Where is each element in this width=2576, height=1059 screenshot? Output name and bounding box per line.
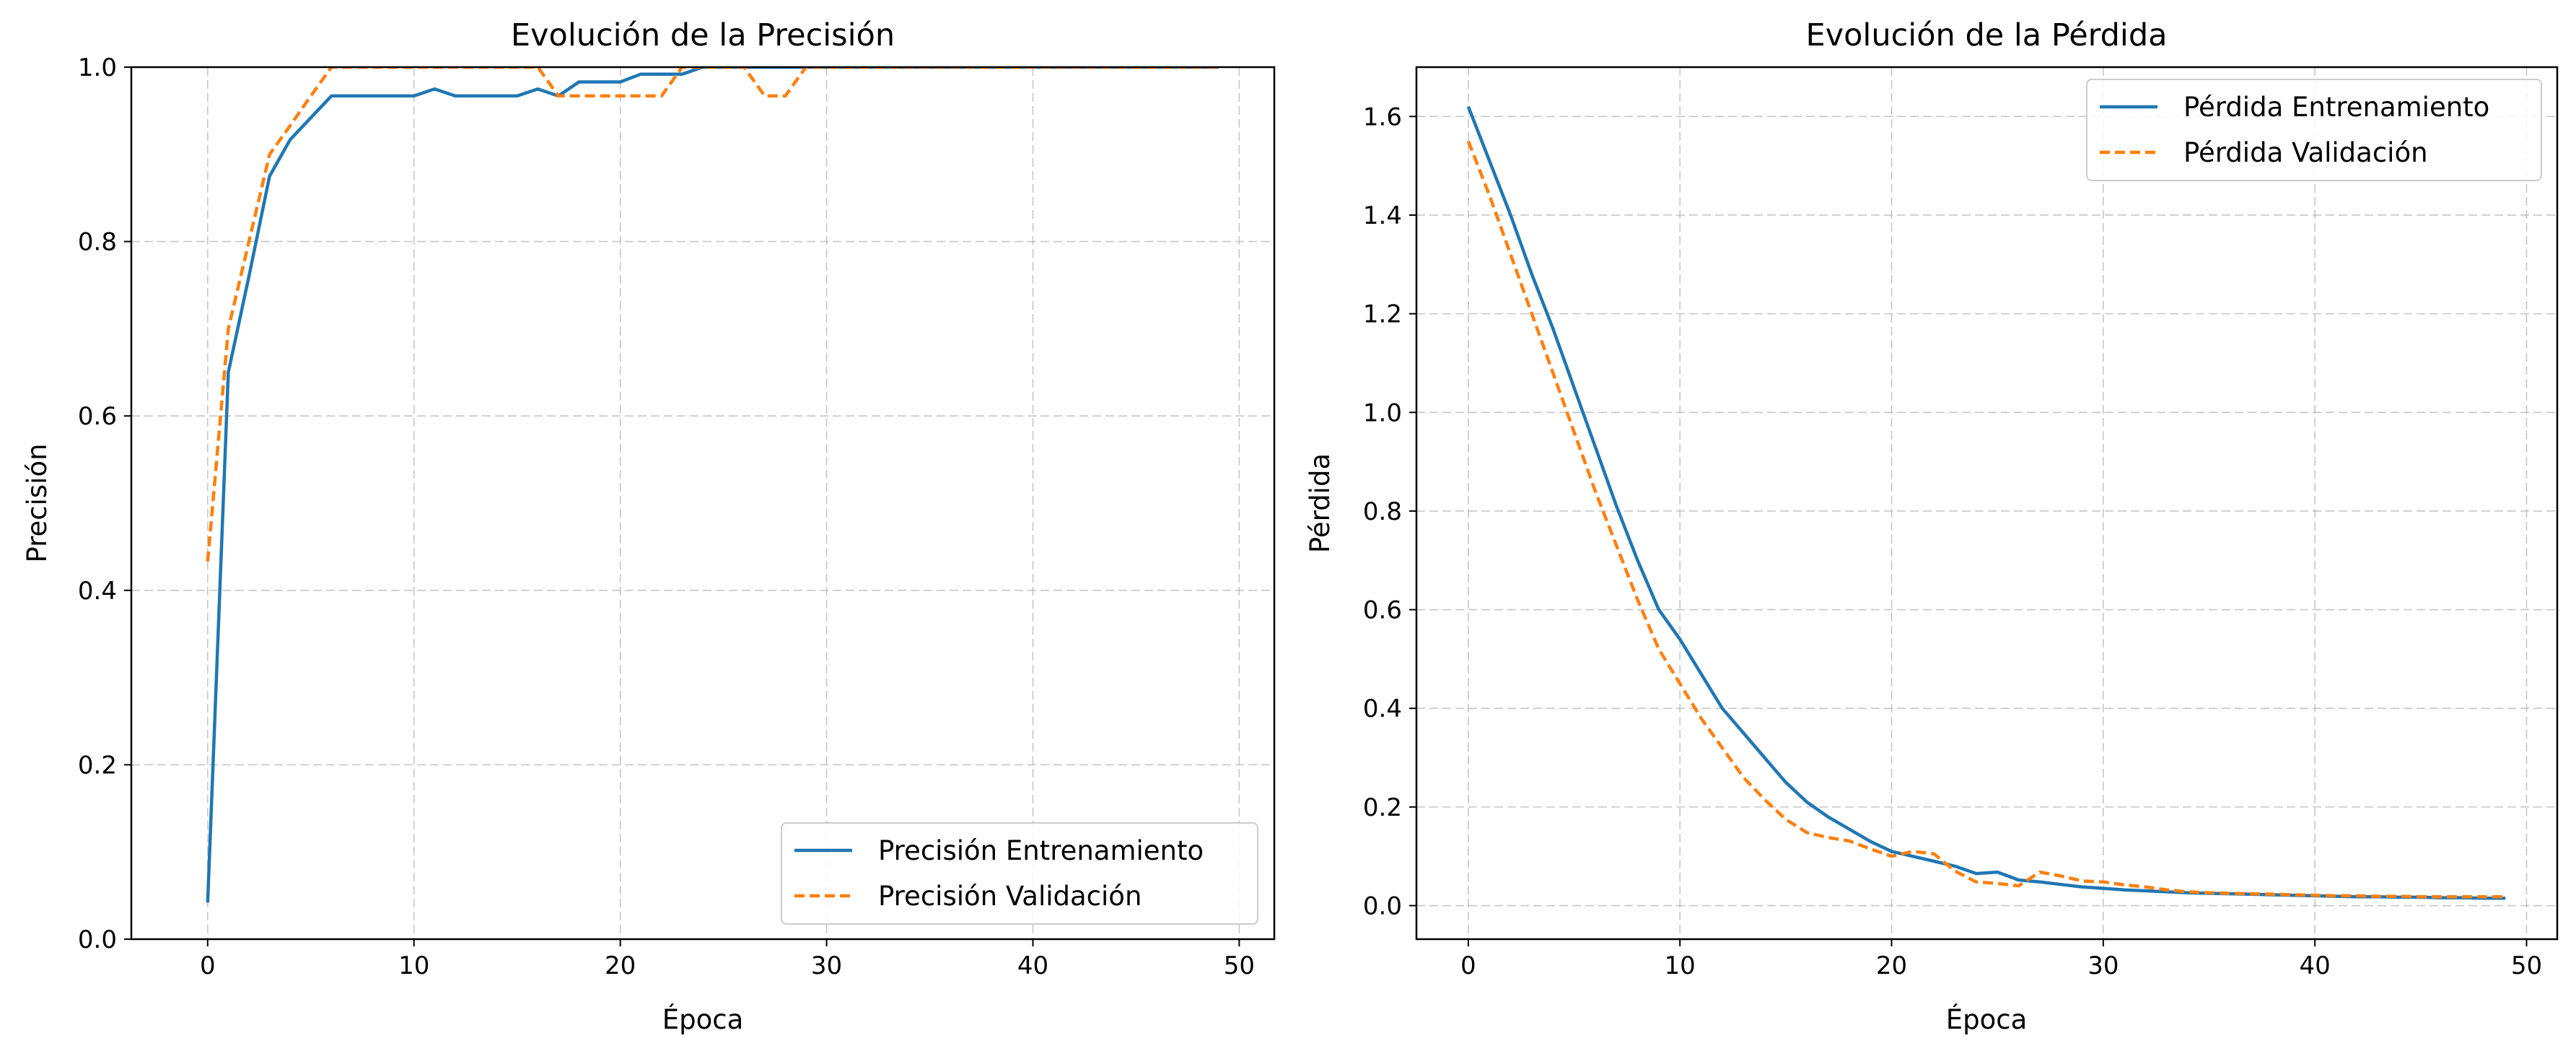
loss-x-tick-label-5: 50 (2511, 951, 2542, 980)
loss-legend-label-1: Pérdida Validación (2183, 137, 2428, 168)
loss-x-tick-label-4: 40 (2300, 951, 2331, 980)
accuracy-x-tick-label-3: 30 (811, 951, 842, 980)
loss-x-tick-label-0: 0 (1460, 951, 1476, 980)
loss-x-axis-label: Época (1946, 1003, 2028, 1035)
loss-y-tick-label-1: 0.2 (1363, 793, 1402, 822)
loss-x-tick-label-2: 20 (1876, 951, 1907, 980)
accuracy-y-tick-label-1: 0.2 (78, 751, 117, 780)
accuracy-series-validation-line (206, 67, 1219, 562)
accuracy-y-tick-label-4: 0.8 (78, 228, 117, 257)
loss-y-tick-label-7: 1.4 (1363, 201, 1402, 230)
loss-y-tick-label-0: 0.0 (1363, 892, 1402, 921)
accuracy-x-tick-label-0: 0 (200, 951, 216, 980)
loss-legend: Pérdida Entrenamiento Pérdida Validación (2086, 79, 2542, 181)
accuracy-x-tick-label-4: 40 (1017, 951, 1048, 980)
loss-y-axis-label: Pérdida (1305, 453, 1336, 553)
loss-y-tick-label-2: 0.4 (1363, 694, 1402, 723)
loss-y-tick-label-3: 0.6 (1363, 596, 1402, 625)
loss-y-tick-label-4: 0.8 (1363, 497, 1402, 526)
loss-legend-label-0: Pérdida Entrenamiento (2183, 92, 2489, 123)
accuracy-y-axis-label: Precisión (22, 443, 53, 562)
accuracy-y-tick-label-5: 1.0 (78, 53, 117, 82)
accuracy-y-tick-label-0: 0.0 (78, 925, 117, 954)
accuracy-y-tick-label-3: 0.6 (78, 402, 117, 431)
accuracy-legend-label-1: Precisión Validación (878, 881, 1142, 912)
accuracy-x-tick-label-2: 20 (605, 951, 636, 980)
loss-x-tick-label-1: 10 (1665, 951, 1696, 980)
accuracy-x-axis-label: Época (662, 1003, 744, 1035)
loss-chart-title: Evolución de la Pérdida (1806, 17, 2168, 53)
loss-x-tick-label-3: 30 (2087, 951, 2119, 980)
accuracy-x-tick-label-5: 50 (1224, 951, 1255, 980)
loss-chart: Evolución de la Pérdida 0 10 20 30 40 50 0.0 0.… (1305, 17, 2559, 1035)
accuracy-legend: Precisión Entrenamiento Precisión Validac… (781, 822, 1258, 925)
accuracy-chart: Evolución de la Precisión 0 10 20 30 40 50 0.0… (22, 17, 1276, 1035)
accuracy-x-tick-label-1: 10 (398, 951, 429, 980)
accuracy-legend-label-0: Precisión Entrenamiento (878, 835, 1204, 866)
accuracy-y-tick-label-2: 0.4 (78, 577, 117, 606)
accuracy-series-train-line (206, 67, 1219, 903)
loss-legend-box (2086, 79, 2542, 181)
accuracy-legend-box (781, 822, 1258, 925)
loss-y-tick-label-8: 1.6 (1363, 103, 1402, 131)
loss-series-validation-line (1466, 140, 2506, 899)
loss-plot-frame (1415, 66, 2559, 941)
loss-y-tick-label-6: 1.2 (1363, 300, 1402, 329)
loss-series-train-line (1466, 105, 2506, 900)
loss-y-tick-label-5: 1.0 (1363, 398, 1402, 427)
accuracy-chart-title: Evolución de la Precisión (511, 17, 895, 53)
accuracy-plot-frame (130, 66, 1276, 941)
